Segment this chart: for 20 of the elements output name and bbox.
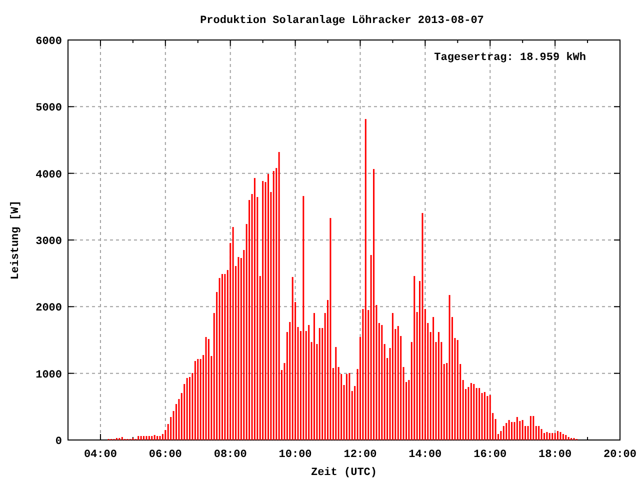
chart-title: Produktion Solaranlage Löhracker 2013-08-07 — [200, 15, 484, 27]
annotation: Tagesertrag: 18.959 kWh — [434, 52, 586, 64]
y-tick-label: 3000 — [36, 236, 62, 248]
y-tick-label: 0 — [55, 436, 62, 448]
x-tick-label: 04:00 — [84, 449, 117, 461]
x-tick-label: 12:00 — [344, 449, 377, 461]
x-tick-label: 18:00 — [538, 449, 572, 461]
x-tick-label: 16:00 — [474, 449, 507, 461]
y-tick-label: 5000 — [36, 102, 62, 115]
y-tick-label: 4000 — [36, 169, 62, 182]
x-tick-label: 08:00 — [214, 449, 247, 461]
x-tick-label: 20:00 — [603, 449, 637, 461]
y-tick-label: 6000 — [36, 36, 62, 48]
y-tick-label: 2000 — [36, 302, 62, 315]
y-tick-label: 1000 — [36, 369, 62, 382]
x-axis-title: Zeit (UTC) — [310, 467, 378, 479]
y-axis-title: Leistung [W] — [10, 200, 22, 280]
x-tick-label: 10:00 — [278, 449, 312, 461]
x-tick-label: 06:00 — [148, 449, 182, 461]
x-tick-label: 14:00 — [408, 449, 442, 461]
